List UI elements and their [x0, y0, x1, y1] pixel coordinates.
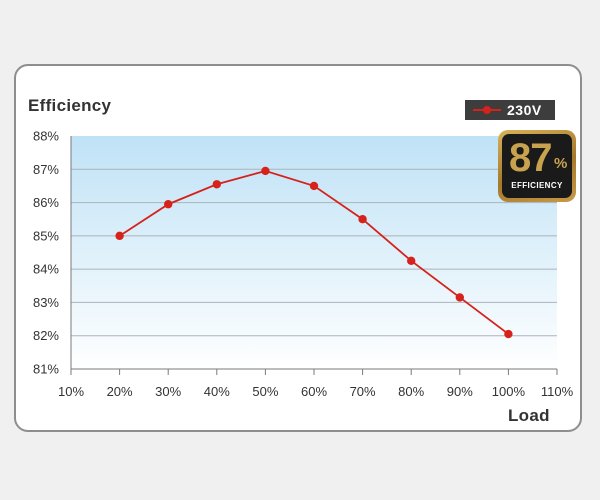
x-tick-label: 50%: [252, 384, 278, 399]
x-tick-label: 40%: [204, 384, 230, 399]
legend-swatch-230v: [473, 104, 501, 116]
data-point: [309, 181, 319, 191]
y-tick-label: 82%: [33, 328, 59, 343]
x-tick-label: 20%: [107, 384, 133, 399]
y-tick-label: 81%: [33, 362, 59, 377]
y-tick-label: 85%: [33, 228, 59, 243]
x-tick-label: 110%: [541, 384, 574, 399]
data-point: [358, 215, 367, 224]
x-tick-label: 100%: [492, 384, 526, 399]
data-point: [504, 329, 513, 339]
x-tick-label: 30%: [155, 384, 181, 399]
x-tick-label: 60%: [301, 384, 327, 399]
y-tick-label: 86%: [33, 195, 59, 210]
data-point: [212, 180, 221, 189]
x-axis-title: Load: [508, 406, 550, 425]
legend-label-230v: 230V: [507, 102, 542, 118]
y-axis-title: Efficiency: [28, 96, 112, 115]
badge-label: EFFICIENCY: [511, 181, 563, 190]
badge-percent: %: [554, 155, 568, 172]
data-point: [164, 200, 173, 209]
axes: [70, 136, 558, 375]
x-tick-label: 70%: [350, 384, 376, 399]
x-tick-label: 80%: [398, 384, 424, 399]
data-point: [261, 166, 270, 176]
legend: 230V: [465, 100, 555, 120]
y-tick-label: 84%: [33, 262, 59, 277]
y-tick-label: 83%: [33, 295, 59, 310]
badge-number: 87: [509, 136, 552, 180]
grid-lines: [71, 168, 557, 337]
x-tick-label: 90%: [447, 384, 473, 399]
x-tick-label: 10%: [58, 384, 84, 399]
x-tick-labels: 10% 20% 30% 40% 50% 60% 70% 80% 90% 100% 110%: [58, 384, 574, 399]
y-tick-label: 87%: [33, 162, 59, 177]
data-point: [115, 231, 124, 241]
y-tick-labels: 88% 87% 86% 85% 84% 83% 82% 81%: [33, 129, 59, 377]
data-point: [455, 293, 464, 302]
data-point: [407, 256, 416, 266]
series-230v: [115, 166, 513, 339]
y-tick-label: 88%: [33, 129, 59, 144]
efficiency-badge: 87 % EFFICIENCY: [498, 130, 576, 202]
plot-area: [71, 136, 557, 369]
